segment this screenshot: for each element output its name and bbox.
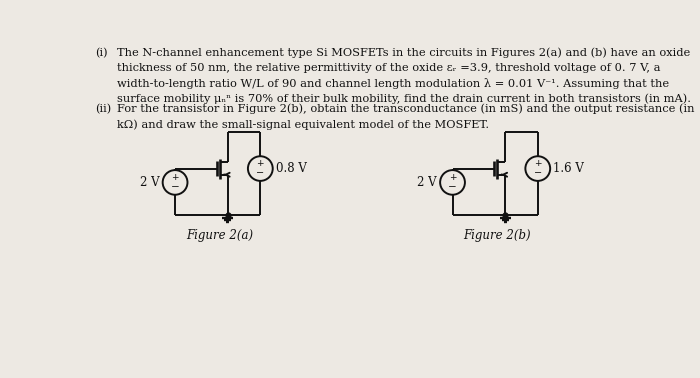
Text: Figure 2(b): Figure 2(b) (463, 229, 531, 242)
Text: −: − (256, 168, 265, 178)
Text: +: + (449, 173, 456, 182)
Text: −: − (171, 182, 179, 192)
Text: For the transistor in Figure 2(b), obtain the transconductance (in mS) and the o: For the transistor in Figure 2(b), obtai… (117, 104, 694, 130)
Text: 0.8 V: 0.8 V (276, 162, 307, 175)
Text: −: − (533, 168, 542, 178)
Text: +: + (172, 173, 178, 182)
Text: (ii): (ii) (95, 104, 111, 114)
Text: −: − (448, 182, 457, 192)
Text: 1.6 V: 1.6 V (553, 162, 584, 175)
Text: 2 V: 2 V (140, 176, 160, 189)
Text: Figure 2(a): Figure 2(a) (186, 229, 253, 242)
Text: (i): (i) (95, 48, 108, 58)
Text: +: + (257, 160, 264, 169)
Text: The N-channel enhancement type Si MOSFETs in the circuits in Figures 2(a) and (b: The N-channel enhancement type Si MOSFET… (117, 48, 691, 104)
Text: +: + (534, 160, 542, 169)
Text: 2 V: 2 V (417, 176, 437, 189)
